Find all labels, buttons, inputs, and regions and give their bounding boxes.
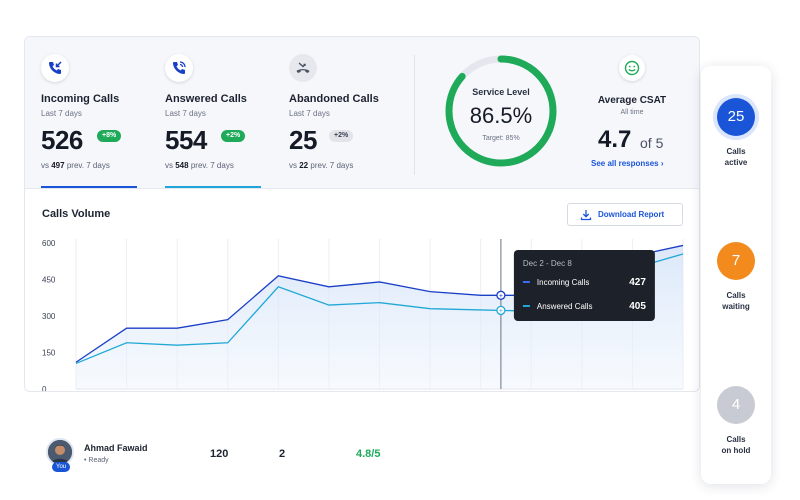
y-tick-label: 150 xyxy=(42,349,56,358)
stat-answered-calls[interactable]: Answered Calls Last 7 days 554 +2% vs 54… xyxy=(149,37,261,189)
stat-name: Answered Calls xyxy=(165,93,247,105)
service-level-target: Target: 85% xyxy=(482,135,520,142)
tooltip-title: Dec 2 - Dec 8 xyxy=(523,259,572,268)
stat-incoming-calls[interactable]: Incoming Calls Last 7 days 526 +8% vs 49… xyxy=(25,37,137,189)
tooltip-row-label: Answered Calls xyxy=(537,302,593,311)
hover-point-plus-icon: + xyxy=(499,308,503,315)
calls-on-hold-count[interactable]: 4 xyxy=(717,386,755,424)
calls-volume-chart[interactable]: 0150300450600Oct 7 - Oct 13Oct 28 - Nov … xyxy=(25,189,700,392)
tooltip-row-value: 427 xyxy=(629,277,646,288)
prev-prefix: vs xyxy=(165,161,173,170)
agent-row[interactable]: You Ahmad Fawaid • Ready 120 2 4.8/5 xyxy=(46,434,436,474)
calls-waiting-count[interactable]: 7 xyxy=(717,242,755,280)
calls-on-hold-label: Calls on hold xyxy=(701,434,771,456)
queue-label-line: active xyxy=(724,158,748,167)
gauge-arc xyxy=(445,55,557,167)
queue-label-line: Calls xyxy=(726,291,746,300)
prev-prefix: vs xyxy=(289,161,297,170)
prev-value: 22 xyxy=(299,161,309,170)
active-underline xyxy=(165,186,261,188)
hover-point xyxy=(496,290,506,300)
queue-label-line: on hold xyxy=(721,446,751,455)
stat-period: Last 7 days xyxy=(289,109,330,118)
call-queue-panel: 25 Calls active 7 Calls waiting 4 Calls on … xyxy=(701,66,771,484)
queue-label-line: Calls xyxy=(726,147,746,156)
stat-value: 25 xyxy=(289,125,317,155)
link-label: See all responses xyxy=(591,159,659,168)
stat-abandoned-calls[interactable]: Abandoned Calls Last 7 days 25 +2% vs 22… xyxy=(273,37,385,189)
active-underline xyxy=(41,186,137,188)
tooltip-row-label: Incoming Calls xyxy=(537,278,589,287)
stat-prev: vs 497 prev. 7 days xyxy=(41,161,110,170)
calls-active-count[interactable]: 25 xyxy=(717,98,755,136)
see-all-responses-link[interactable]: See all responses › xyxy=(591,159,664,168)
agent-stat-calls: 120 xyxy=(210,448,229,460)
download-icon xyxy=(580,210,592,221)
agent-stat-count: 2 xyxy=(279,448,286,460)
dashboard-card: Incoming Calls Last 7 days 526 +8% vs 49… xyxy=(24,36,700,392)
y-tick-label: 300 xyxy=(42,312,56,321)
tooltip-row-value: 405 xyxy=(629,301,646,312)
csat-sublabel: All time xyxy=(620,109,644,116)
csat-of: of 5 xyxy=(640,135,664,151)
agent-status: • Ready xyxy=(84,457,109,464)
stats-divider xyxy=(414,55,415,175)
stats-row: Incoming Calls Last 7 days 526 +8% vs 49… xyxy=(25,37,699,189)
prev-suffix: prev. 7 days xyxy=(190,161,234,170)
y-tick-label: 0 xyxy=(42,385,47,392)
stat-period: Last 7 days xyxy=(41,109,82,118)
calls-waiting-label: Calls waiting xyxy=(701,290,771,312)
service-level-value: 86.5% xyxy=(469,103,533,128)
abandoned-call-icon xyxy=(289,54,317,82)
y-tick-label: 600 xyxy=(42,239,56,248)
prev-value: 548 xyxy=(175,161,189,170)
stat-delta-badge: +2% xyxy=(329,130,354,142)
agent-csat: 4.8/5 xyxy=(356,448,381,460)
stat-delta-badge: +8% xyxy=(97,130,122,142)
calls-active-label: Calls active xyxy=(701,146,771,168)
service-level-gauge xyxy=(445,55,557,167)
stat-prev: vs 22 prev. 7 days xyxy=(289,161,353,170)
prev-suffix: prev. 7 days xyxy=(310,161,354,170)
incoming-call-icon xyxy=(41,54,69,82)
service-level-label: Service Level xyxy=(472,87,530,97)
stat-prev: vs 548 prev. 7 days xyxy=(165,161,234,170)
prev-value: 497 xyxy=(51,161,65,170)
hover-point-plus-icon: + xyxy=(499,293,503,300)
prev-suffix: prev. 7 days xyxy=(66,161,110,170)
prev-prefix: vs xyxy=(41,161,49,170)
calls-volume-title: Calls Volume xyxy=(42,208,111,220)
you-badge: You xyxy=(52,462,71,472)
area-fill xyxy=(76,245,683,389)
stat-value: 554 xyxy=(165,125,207,155)
avatar xyxy=(46,438,74,466)
chevron-right-icon: › xyxy=(660,159,664,168)
csat-value: 4.7 xyxy=(598,126,632,153)
csat-label: Average CSAT xyxy=(597,95,667,106)
download-report-label: Download Report xyxy=(598,210,665,219)
download-report-button[interactable]: Download Report xyxy=(567,203,683,226)
stat-period: Last 7 days xyxy=(165,109,206,118)
agent-name: Ahmad Fawaid xyxy=(84,443,148,453)
stat-value: 526 xyxy=(41,125,83,155)
stat-name: Incoming Calls xyxy=(41,93,120,105)
answered-call-icon xyxy=(165,54,193,82)
queue-label-line: waiting xyxy=(722,302,750,311)
stat-name: Abandoned Calls xyxy=(289,93,379,105)
chart-tooltip xyxy=(513,250,655,321)
hover-point xyxy=(496,305,506,316)
queue-label-line: Calls xyxy=(726,435,746,444)
y-tick-label: 450 xyxy=(42,276,56,285)
smiley-icon xyxy=(619,55,645,81)
stat-delta-badge: +2% xyxy=(221,130,246,142)
